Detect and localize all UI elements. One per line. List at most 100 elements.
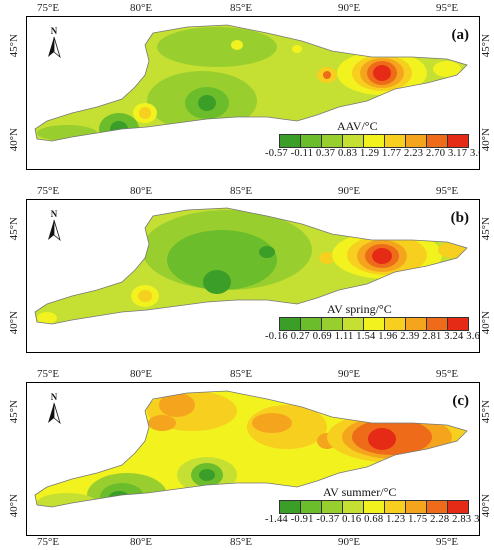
legend-colorbar [279,500,469,514]
panel-b: 75°E 80°E 85°E 90°E 95°E 45°N 40°N 45°N … [0,183,494,366]
lon-tick-top: 80°E [129,185,153,197]
legend-swatch [301,135,322,147]
contour-zone [323,71,331,79]
panel-c: 75°E 80°E 85°E 90°E 95°E 75°E 80°E 85°E … [0,366,494,549]
lat-tick-right: 40°N [480,311,492,335]
north-label: N [51,209,58,219]
contour-zone [159,393,195,417]
lon-tick-top: 85°E [229,185,253,197]
contour-zone [108,491,130,507]
panel-label: (c) [452,393,469,409]
contour-zone [372,248,392,264]
contour-zone [37,493,97,507]
contour-zone [438,242,466,258]
lon-tick-bottom: 85°E [229,536,253,548]
lon-tick-top: 95°E [435,185,459,197]
lat-tick-left: 40°N [8,494,20,518]
north-arrow-left [48,220,54,240]
contour-zone [100,483,144,507]
lon-tick-top: 75°E [36,368,60,380]
legend-values: -0.16 0.27 0.69 1.11 1.54 1.96 2.39 2.81… [265,331,480,342]
lon-tick-top: 80°E [129,2,153,14]
panel-label: (b) [450,210,469,226]
lat-tick-left: 45°N [8,400,20,424]
north-label: N [51,26,58,36]
contour-zone [198,95,216,111]
legend-swatch [406,318,427,330]
lat-tick-right: 45°N [480,217,492,241]
legend-swatch [385,501,406,513]
legend-colorbar [279,134,469,148]
legend-swatch [427,501,448,513]
map-frame: N (b) AV spring/°C -0.16 0.27 0.69 1.11 … [26,199,480,353]
panel-label: (a) [451,27,470,43]
legend-swatch [301,501,322,513]
region-outline [34,390,468,508]
lon-tick-top: 90°E [337,2,361,14]
legend-swatch [385,135,406,147]
contour-zone [148,415,176,431]
lat-tick-left: 45°N [8,217,20,241]
lat-tick-left: 40°N [8,311,20,335]
region-outline [34,207,468,325]
lon-tick-bottom: 75°E [36,536,60,548]
lat-tick-left: 45°N [8,34,20,58]
legend-swatch [322,318,343,330]
lon-tick-bottom: 95°E [435,536,459,548]
lon-tick-top: 90°E [337,185,361,197]
north-arrow: N [43,208,65,244]
contour-zone [292,45,302,53]
panel-a: 75°E 80°E 85°E 90°E 95°E 45°N 40°N 45°N … [0,0,494,183]
legend-swatch [448,135,468,147]
legend-values: -0.57 -0.11 0.37 0.83 1.29 1.77 2.23 2.7… [265,148,480,159]
contour-zone [167,230,277,290]
map-canvas [34,207,468,325]
lon-tick-top: 85°E [229,368,253,380]
legend-swatch [343,501,364,513]
lon-tick-top: 95°E [435,368,459,380]
legend-title: AAV/°C [337,119,378,133]
contour-zone [231,40,243,50]
contour-zone [37,312,57,324]
legend-swatch [280,501,301,513]
contour-zone [203,270,231,294]
lat-tick-right: 45°N [480,34,492,58]
legend-colorbar [279,317,469,331]
legend-swatch [364,501,385,513]
lon-tick-bottom: 80°E [129,536,153,548]
north-arrow-right [53,219,61,242]
legend-swatch [364,135,385,147]
map-canvas [34,24,468,142]
legend-title: AV spring/°C [327,302,392,316]
region-outline [34,24,468,142]
contour-zone [252,413,292,433]
legend-swatch [343,318,364,330]
legend-swatch [448,318,468,330]
legend-swatch [427,318,448,330]
map-frame: N (c) AV summer/°C -1.44 -0.91 -0.37 0.1… [26,382,480,536]
legend-swatch [385,318,406,330]
lon-tick-bottom: 90°E [337,536,361,548]
lon-tick-top: 80°E [129,368,153,380]
legend-swatch [364,318,385,330]
north-arrow: N [43,391,65,427]
lon-tick-top: 75°E [36,185,60,197]
lon-tick-top: 85°E [229,2,253,14]
contour-zone [259,246,275,258]
legend-title: AV summer/°C [323,485,397,499]
legend-swatch [406,135,427,147]
lat-tick-right: 40°N [480,128,492,152]
north-arrow-right [53,36,61,59]
lat-tick-right: 40°N [480,494,492,518]
legend-swatch [280,318,301,330]
north-arrow-left [48,403,54,423]
contour-zone [433,61,461,77]
legend-swatch [322,135,343,147]
contour-zone [373,65,391,81]
contour-zone [368,428,396,450]
legend-values: -1.44 -0.91 -0.37 0.16 0.68 1.23 1.75 2.… [265,514,480,525]
legend-swatch [448,501,468,513]
contour-zone [319,252,335,264]
map-canvas [34,390,468,508]
